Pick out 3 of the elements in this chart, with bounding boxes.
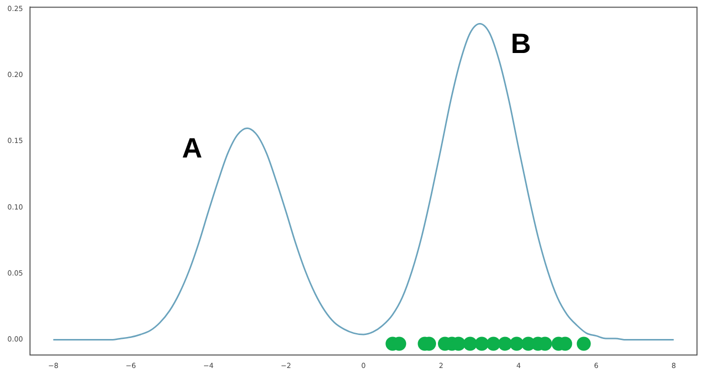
annotation: A	[182, 132, 202, 164]
line-series	[52, 22, 674, 341]
annotation: B	[510, 28, 532, 60]
